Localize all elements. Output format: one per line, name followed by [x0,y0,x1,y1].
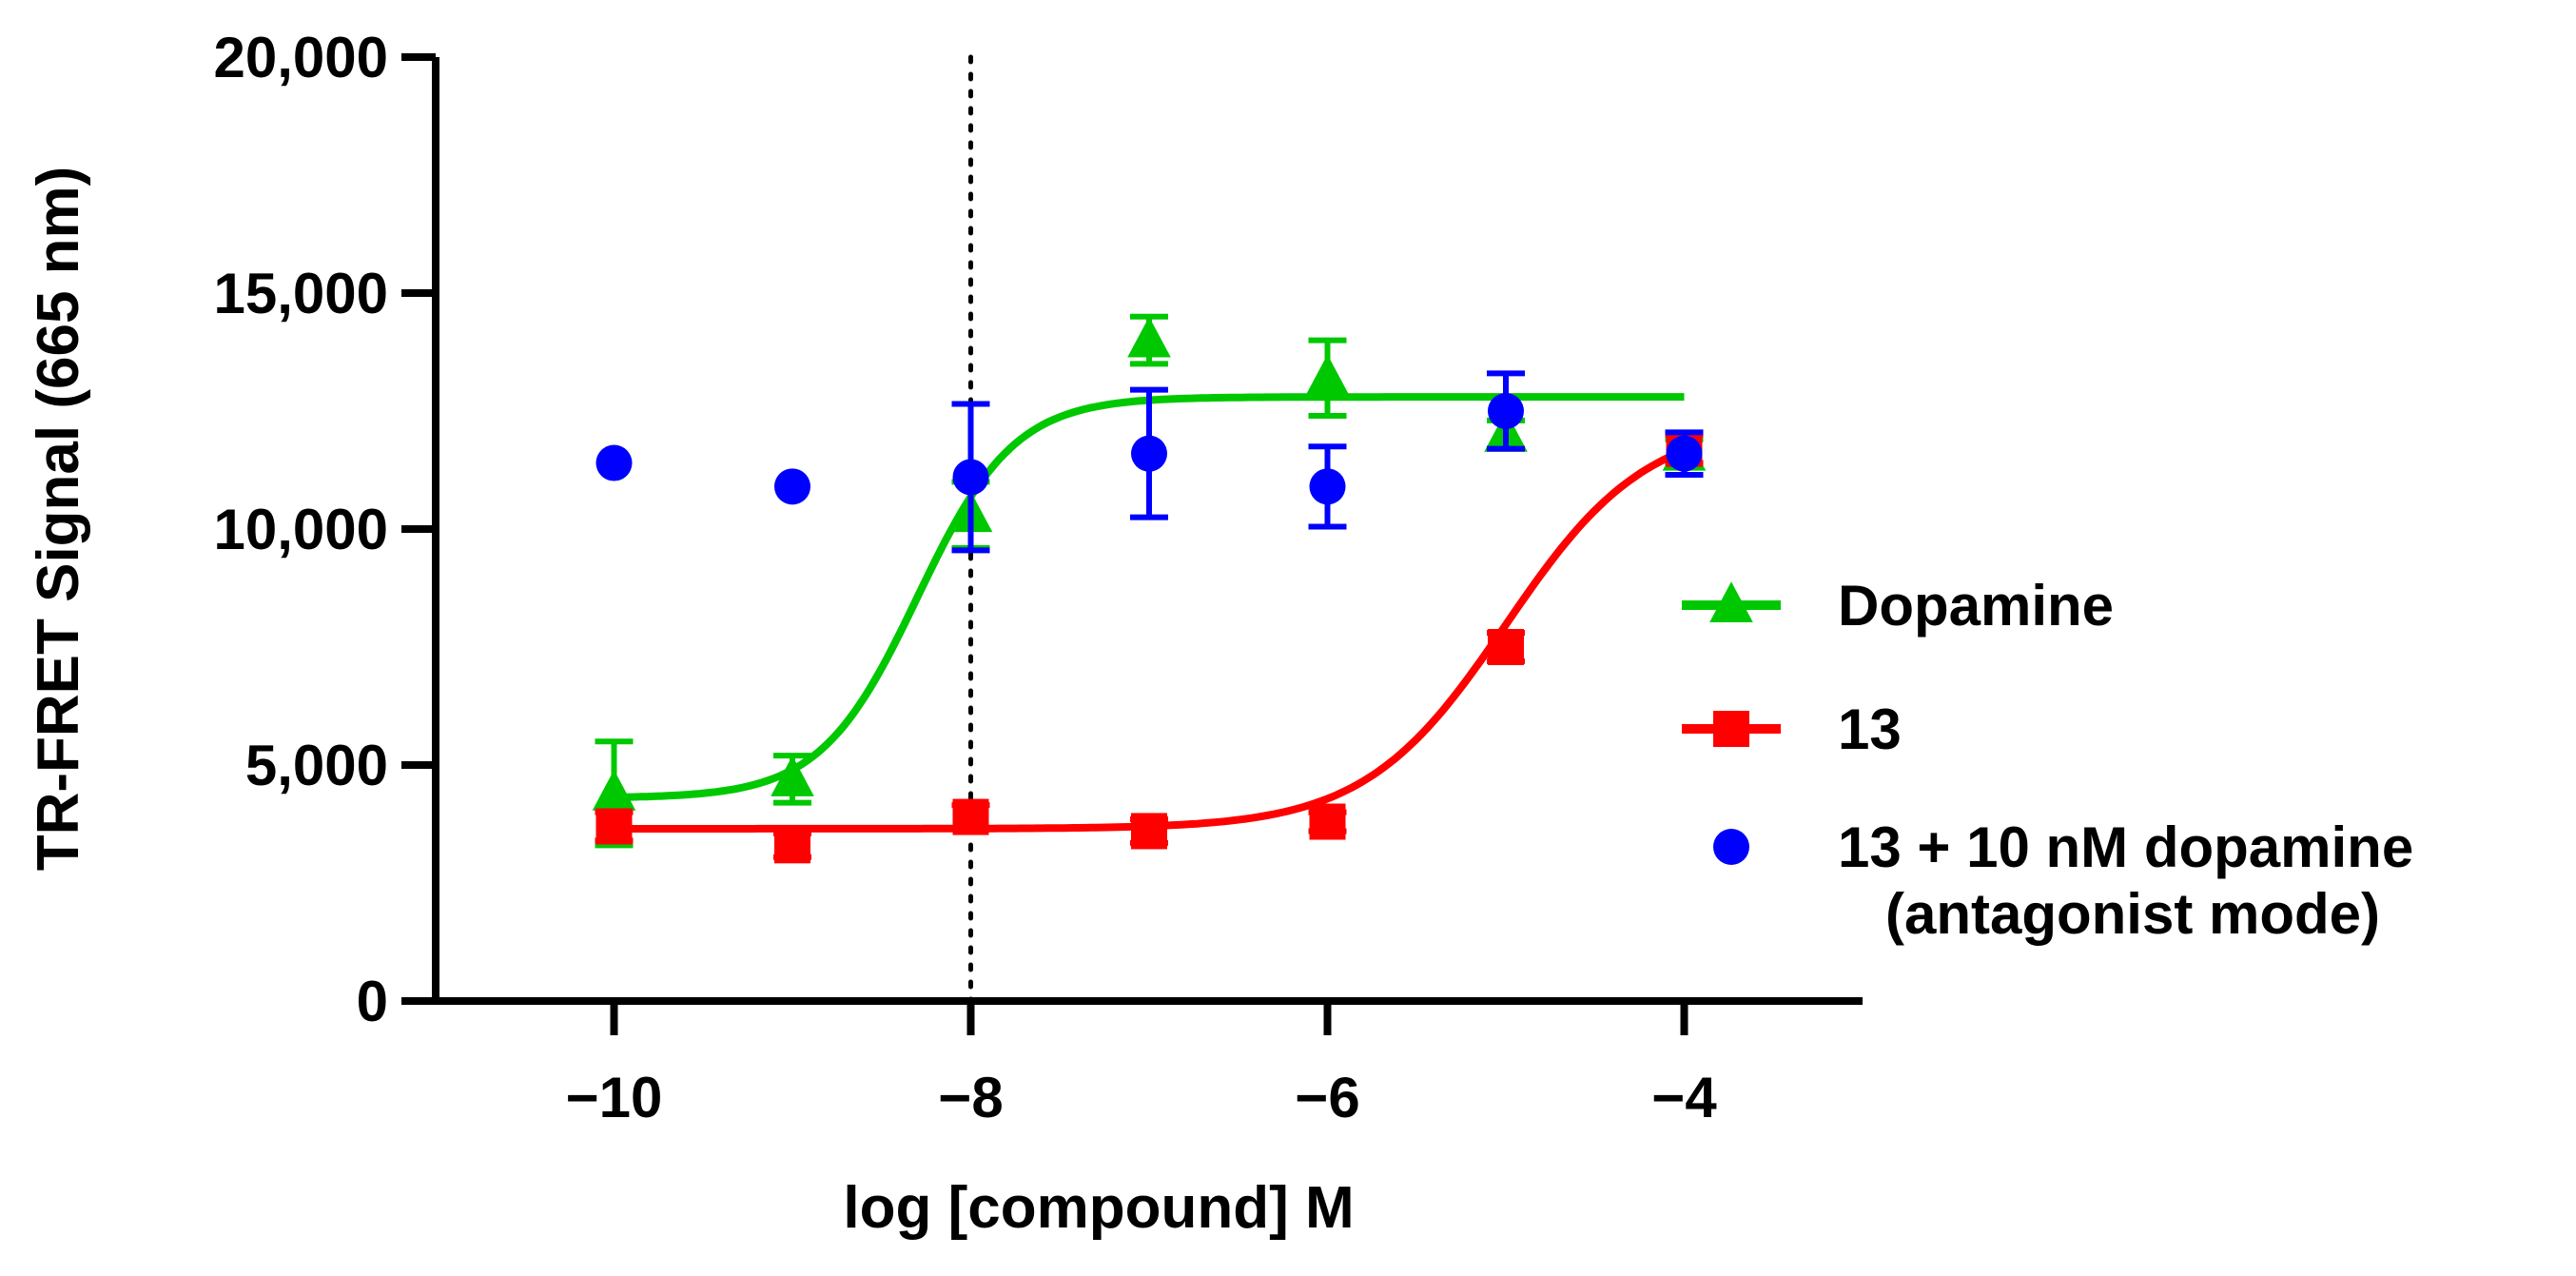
x-tick-label-2: −6 [1295,1066,1359,1129]
legend-label-series-2: 13 + 10 nM dopamine [1838,815,2413,879]
y-tick-label-2: 10,000 [213,498,388,561]
data-point-series-1-pt-0 [595,808,633,845]
plot-layer [592,54,1707,1004]
data-point-series-0-pt-4 [1305,354,1350,396]
data-point-series-1-pt-3 [1131,813,1167,850]
y-axis-label: TR-FRET Signal (665 nm) [26,167,91,872]
y-tick-label-4: 20,000 [213,26,388,89]
data-point-series-0-pt-3 [1127,316,1171,358]
data-point-series-2-pt-0 [595,444,633,481]
y-tick-label-0: 0 [357,970,388,1033]
data-point-series-2-pt-5 [1488,393,1524,429]
legend-label-series-1: 13 [1838,697,1902,761]
x-tick-label-1: −8 [938,1066,1003,1129]
legend-marker-series-0 [1709,581,1753,622]
x-tick-label-0: −10 [566,1066,663,1129]
data-point-series-2-pt-3 [1131,435,1167,472]
legend: Dopamine 13 13 + 10 nM dopamine(antagonist… [1682,574,2413,946]
legend-marker-series-1 [1713,711,1749,747]
data-point-series-0-pt-0 [592,770,636,811]
data-point-series-2-pt-6 [1666,435,1703,472]
x-tick-label-3: −4 [1651,1066,1717,1129]
y-tick-label-3: 15,000 [213,262,388,325]
x-axis-label: log [compound] M [843,1175,1354,1241]
data-point-series-1-pt-4 [1309,803,1346,840]
legend-label-series-0: Dopamine [1838,574,2114,638]
axes: 0 5,000 10,000 15,000 20,000 −10 −8 −6 −4 [213,26,1863,1129]
legend-marker-series-2 [1713,829,1749,865]
data-point-series-2-pt-2 [952,459,989,496]
legend-label-line2-series-2: (antagonist mode) [1885,882,2380,946]
data-point-series-1-pt-1 [774,827,810,864]
data-point-series-2-pt-1 [774,468,810,505]
data-point-series-1-pt-2 [952,798,989,835]
data-point-series-2-pt-4 [1309,468,1346,505]
data-point-series-1-pt-5 [1488,629,1524,665]
y-tick-label-1: 5,000 [245,734,388,797]
data-point-series-0-pt-1 [771,756,814,796]
